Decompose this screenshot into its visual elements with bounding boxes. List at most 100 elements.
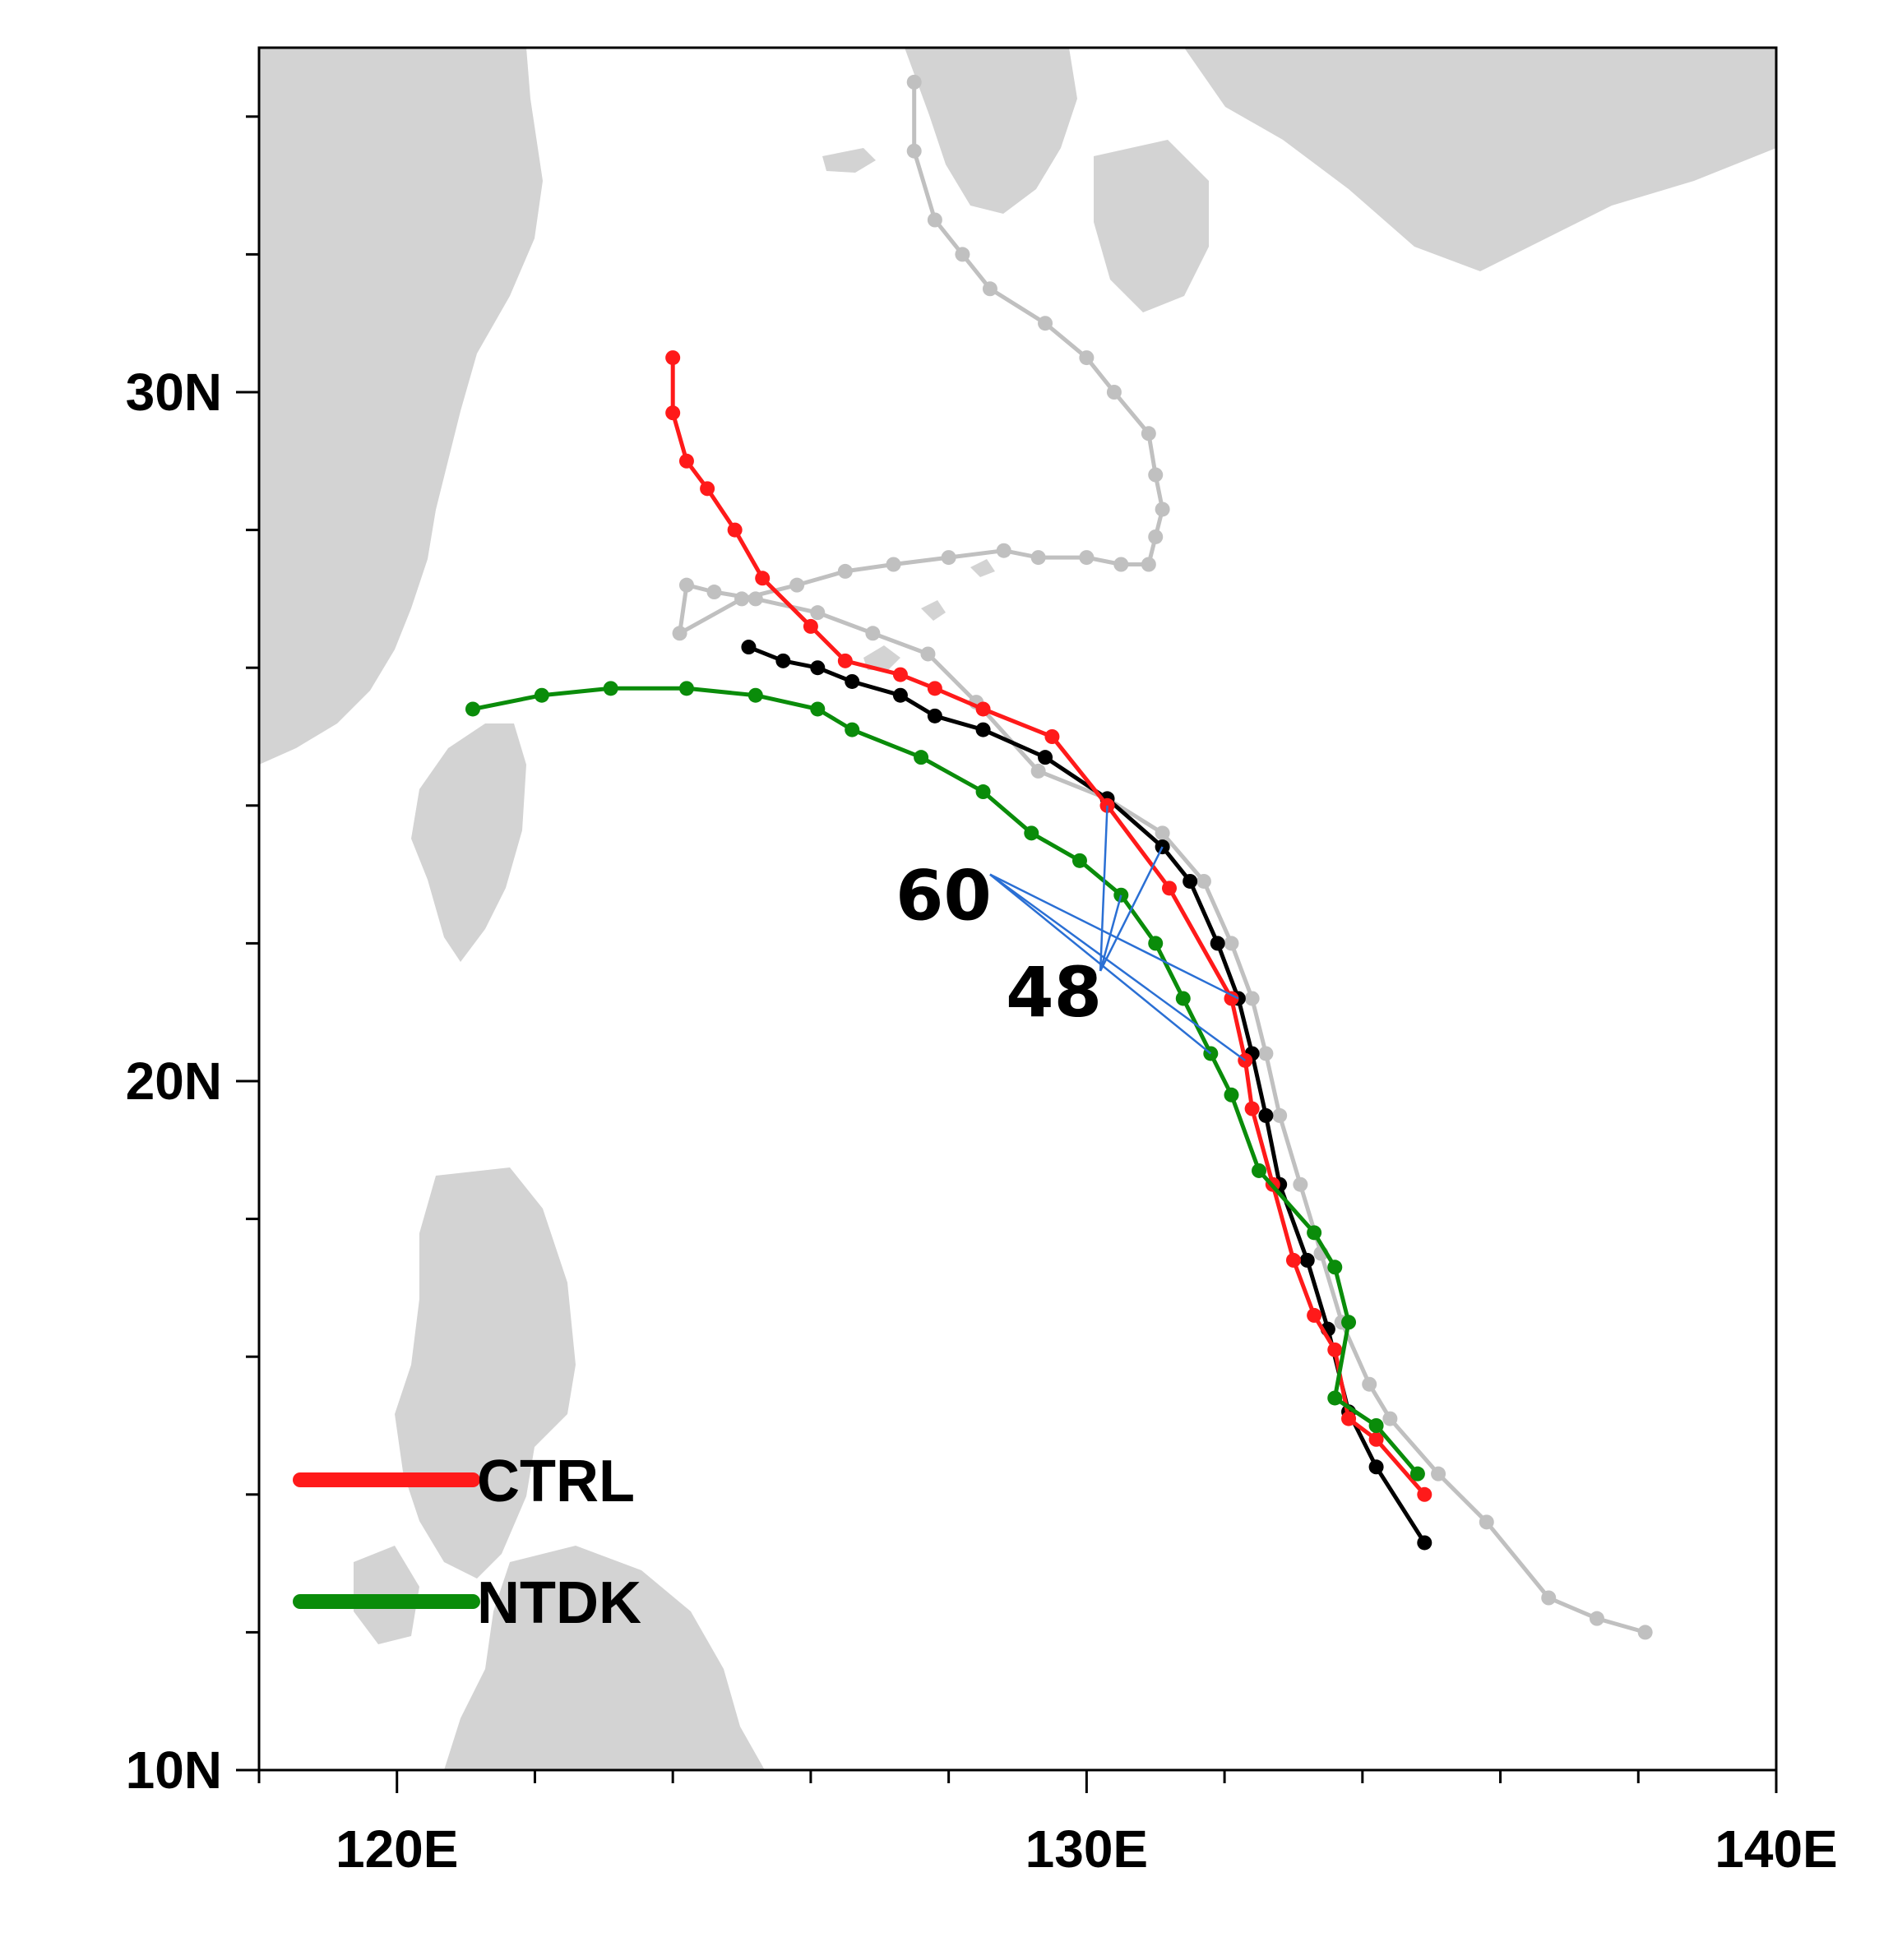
track-point-black	[892, 687, 908, 703]
track-point-observed	[734, 591, 750, 607]
track-point-ntdk	[975, 784, 991, 800]
lat-tick-label: 10N	[126, 1740, 222, 1800]
track-point-ntdk	[603, 681, 618, 696]
track-point-black	[975, 722, 991, 737]
annotation-labels: 60 48	[896, 856, 1102, 1033]
track-point-observed	[789, 577, 805, 593]
track-point-ntdk	[1252, 1163, 1267, 1178]
track-point-ctrl	[1224, 991, 1239, 1006]
track-point-observed	[1030, 550, 1046, 566]
legend-label-ctrl: CTRL	[477, 1449, 635, 1514]
track-point-black	[927, 708, 942, 723]
track-point-ntdk	[1368, 1418, 1384, 1433]
lon-tick-label: 140E	[1715, 1819, 1837, 1879]
track-point-observed	[1272, 1107, 1288, 1123]
track-point-observed	[810, 605, 826, 621]
track-point-ctrl	[975, 701, 991, 717]
track-point-observed	[1148, 467, 1164, 483]
track-point-observed	[955, 247, 970, 262]
track-point-observed	[865, 626, 881, 641]
track-point-observed	[886, 557, 901, 572]
annotation-leaders	[989, 805, 1246, 1061]
track-point-ntdk	[1224, 1087, 1239, 1102]
track-point-observed	[1362, 1376, 1377, 1392]
track-point-ntdk	[810, 701, 826, 717]
track-point-observed	[1224, 936, 1239, 951]
track-point-observed	[1258, 1046, 1274, 1061]
track-point-ctrl	[665, 405, 681, 421]
track-point-ctrl	[1327, 1342, 1343, 1357]
track-point-ntdk	[1148, 936, 1164, 951]
track-point-ctrl	[700, 481, 715, 497]
track-point-ntdk	[845, 722, 860, 737]
track-point-ntdk	[1341, 1315, 1357, 1330]
track-point-observed	[706, 585, 722, 600]
track-point-ntdk	[465, 701, 480, 717]
track-point-ctrl	[1341, 1411, 1357, 1426]
lat-tick-label: 30N	[126, 363, 222, 422]
track-point-ntdk	[914, 750, 929, 765]
track-point-black	[1258, 1107, 1274, 1123]
legend-item-ctrl: CTRL	[293, 1449, 635, 1514]
track-point-observed	[1589, 1611, 1604, 1626]
track-point-observed	[1541, 1590, 1557, 1606]
track-point-ctrl	[678, 453, 694, 469]
track-point-black	[845, 673, 860, 689]
track-point-observed	[1106, 385, 1122, 400]
track-point-observed	[1155, 825, 1170, 841]
ryukyu-islands-land	[863, 559, 995, 670]
annotation-leader-line	[989, 873, 1246, 1061]
track-point-black	[1210, 936, 1225, 951]
track-ctrl	[665, 350, 1432, 1502]
track-point-ctrl	[665, 350, 681, 366]
taiwan-land	[411, 723, 526, 962]
track-point-ntdk	[1327, 1390, 1343, 1406]
track-point-observed	[837, 563, 853, 579]
track-point-observed	[678, 577, 694, 593]
track-point-black	[741, 640, 757, 655]
track-point-black	[810, 660, 826, 676]
track-point-observed	[1141, 426, 1156, 441]
track-point-observed	[1038, 316, 1053, 331]
track-point-observed	[941, 550, 956, 566]
track-point-black	[1183, 873, 1198, 889]
track-point-black	[1299, 1252, 1315, 1268]
kyushu-land	[1094, 140, 1209, 312]
annotation-label-60: 60	[896, 856, 992, 936]
track-point-ntdk	[678, 681, 694, 696]
track-point-ctrl	[1307, 1307, 1322, 1323]
track-point-ctrl	[1368, 1431, 1384, 1447]
track-point-ntdk	[1409, 1466, 1425, 1482]
track-point-ctrl	[1417, 1486, 1432, 1502]
track-point-observed	[1637, 1625, 1653, 1640]
lon-tick-label: 130E	[1025, 1819, 1148, 1879]
track-point-ntdk	[1071, 853, 1087, 868]
annotation-leader-line	[1099, 894, 1122, 972]
track-point-observed	[982, 281, 997, 297]
annotation-leader-line	[989, 873, 1239, 1000]
track-line-observed	[678, 81, 1646, 1634]
legend-item-ntdk: NTDK	[293, 1570, 641, 1636]
track-point-ntdk	[1307, 1225, 1322, 1241]
track-point-observed	[1293, 1176, 1308, 1192]
track-point-observed	[1479, 1514, 1494, 1530]
visayas-islands-land	[444, 1546, 765, 1770]
track-point-observed	[920, 646, 936, 662]
track-point-observed	[1155, 502, 1170, 517]
track-point-black	[1417, 1535, 1432, 1551]
jeju-land	[822, 148, 876, 173]
track-point-ctrl	[927, 681, 942, 696]
track-point-ctrl	[1244, 1101, 1260, 1116]
track-point-ctrl	[1044, 729, 1060, 744]
annotation-leader-line	[1099, 846, 1164, 972]
track-point-observed	[1244, 991, 1260, 1006]
mainland-china-land	[259, 48, 543, 765]
track-point-ntdk	[1175, 991, 1191, 1006]
track-point-ctrl	[727, 522, 743, 538]
lon-tick-label: 120E	[336, 1819, 458, 1879]
track-point-observed	[1141, 557, 1156, 572]
track-point-ctrl	[755, 571, 771, 586]
track-point-observed	[1079, 350, 1095, 366]
track-point-ntdk	[1327, 1260, 1343, 1275]
